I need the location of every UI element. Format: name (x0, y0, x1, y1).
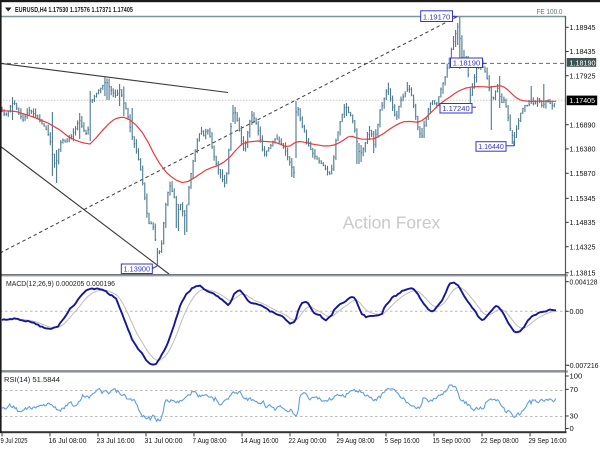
svg-text:1.18945: 1.18945 (570, 23, 596, 32)
svg-text:1.18190: 1.18190 (453, 58, 481, 67)
svg-text:1.17240: 1.17240 (442, 104, 470, 113)
svg-text:5 Sep 16:00: 5 Sep 16:00 (385, 436, 420, 445)
svg-text:1.14325: 1.14325 (570, 242, 596, 251)
svg-text:EURUSD,H4 1.17530 1.17576 1.1: EURUSD,H4 1.17530 1.17576 1.17371 1.1740… (15, 5, 133, 14)
svg-text:0: 0 (570, 424, 574, 433)
svg-text:23 Jul 16:00: 23 Jul 16:00 (97, 436, 135, 445)
svg-text:1.14835: 1.14835 (570, 218, 596, 227)
svg-text:MACD(12,26,9) 0.000205 0.00019: MACD(12,26,9) 0.000205 0.000196 (6, 279, 115, 288)
svg-text:0.00: 0.00 (570, 307, 584, 316)
svg-text:1.18435: 1.18435 (570, 47, 596, 56)
svg-text:1.16380: 1.16380 (570, 145, 596, 154)
svg-text:1.15345: 1.15345 (570, 194, 596, 203)
svg-text:9 Jul 2025: 9 Jul 2025 (1, 436, 28, 445)
svg-text:30: 30 (570, 412, 578, 421)
svg-text:1.13815: 1.13815 (570, 268, 596, 277)
svg-text:1.18190: 1.18190 (570, 59, 596, 68)
svg-text:31 Jul 00:00: 31 Jul 00:00 (145, 436, 183, 445)
svg-text:1.16890: 1.16890 (570, 120, 596, 129)
svg-text:29 Sep 16:00: 29 Sep 16:00 (529, 436, 567, 445)
svg-text:1.17405: 1.17405 (570, 96, 596, 105)
svg-text:100: 100 (570, 372, 583, 381)
svg-text:FE 100.0: FE 100.0 (537, 7, 563, 16)
svg-text:22 Aug 00:00: 22 Aug 00:00 (289, 436, 327, 445)
svg-text:70: 70 (570, 385, 578, 394)
svg-text:22 Sep 08:00: 22 Sep 08:00 (481, 436, 519, 445)
svg-text:-0.007216: -0.007216 (568, 361, 599, 370)
svg-text:14 Aug 16:00: 14 Aug 16:00 (241, 436, 279, 445)
svg-text:0.004128: 0.004128 (570, 277, 598, 286)
svg-text:7 Aug 08:00: 7 Aug 08:00 (193, 436, 227, 445)
svg-text:Action Forex: Action Forex (343, 213, 441, 233)
svg-text:RSI(14) 51.5844: RSI(14) 51.5844 (4, 375, 60, 384)
svg-text:1.19170: 1.19170 (423, 12, 450, 21)
svg-text:29 Aug 08:00: 29 Aug 08:00 (337, 436, 375, 445)
svg-text:1.17925: 1.17925 (570, 71, 596, 80)
svg-text:1.16440: 1.16440 (478, 142, 504, 151)
svg-text:1.13900: 1.13900 (124, 264, 151, 273)
svg-text:15 Sep 00:00: 15 Sep 00:00 (433, 436, 471, 445)
svg-text:1.15870: 1.15870 (570, 169, 596, 178)
svg-text:16 Jul 08:00: 16 Jul 08:00 (49, 436, 87, 445)
